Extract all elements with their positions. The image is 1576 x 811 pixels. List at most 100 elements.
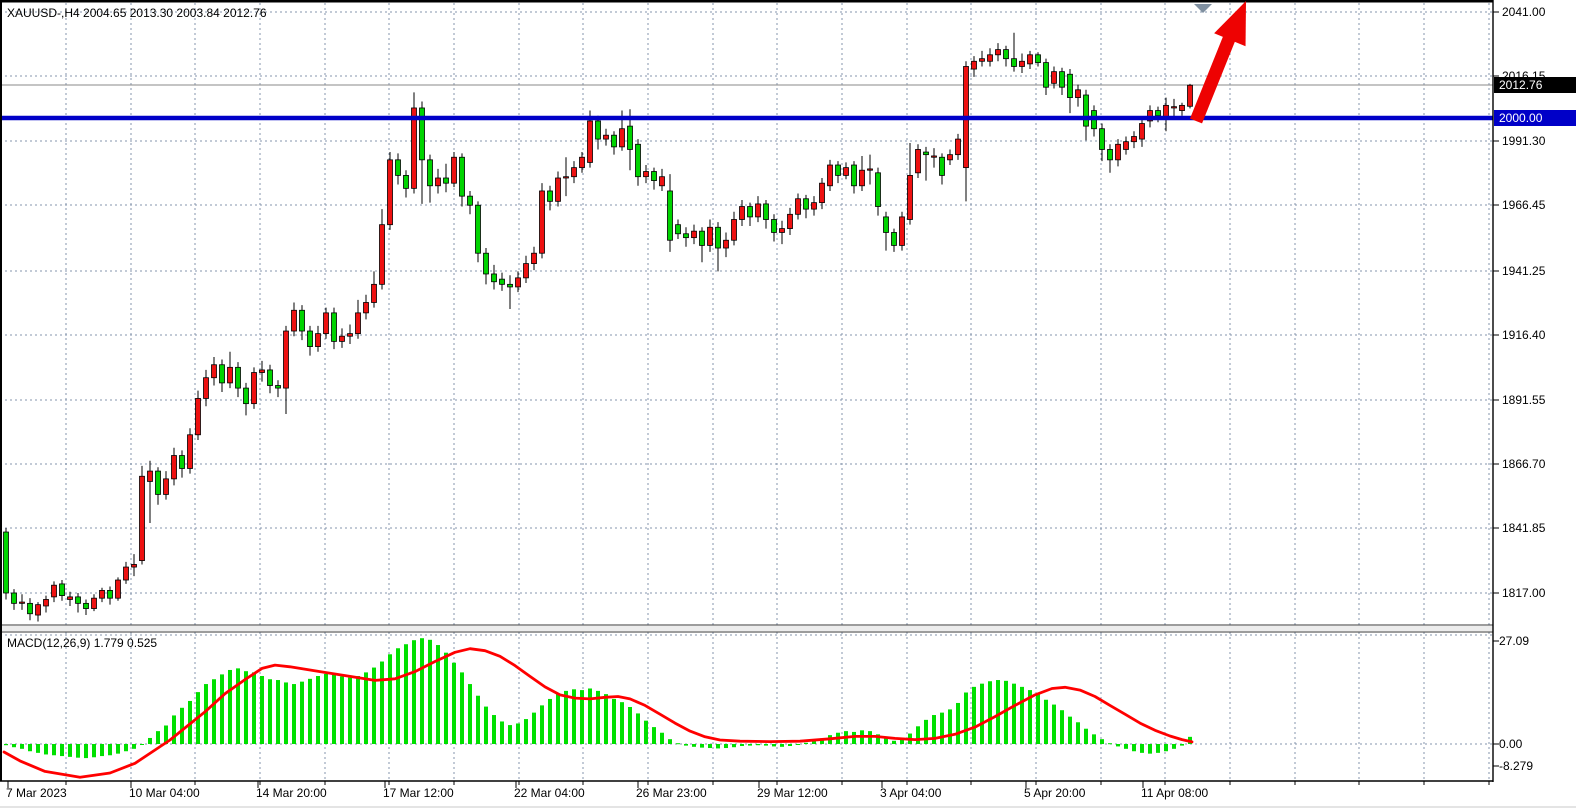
- macd-bar: [468, 684, 472, 744]
- macd-bar: [876, 734, 880, 744]
- macd-bar: [348, 677, 352, 744]
- macd-bar: [1140, 744, 1144, 753]
- candle-up: [51, 584, 57, 598]
- time-axis-label: 22 Mar 04:00: [514, 786, 585, 800]
- time-axis-label: 14 Mar 20:00: [256, 786, 327, 800]
- candle-down: [939, 156, 945, 176]
- macd-bar: [716, 744, 720, 749]
- candle-up: [571, 167, 577, 178]
- macd-bar: [1172, 744, 1176, 749]
- candle-up: [19, 601, 25, 604]
- macd-bar: [1052, 704, 1056, 744]
- candle-down: [59, 583, 65, 596]
- macd-bar: [1116, 744, 1120, 747]
- macd-bar: [148, 737, 152, 744]
- candle-down: [11, 592, 17, 604]
- macd-bar: [1164, 744, 1168, 752]
- candle-up: [163, 478, 169, 495]
- candle-up: [211, 364, 217, 379]
- candle-down: [483, 252, 489, 275]
- candle-up: [195, 398, 201, 436]
- candle-up: [563, 176, 569, 179]
- candle-down: [83, 602, 89, 609]
- price-axis-label: 1817.00: [1502, 586, 1546, 600]
- macd-bar: [820, 738, 824, 744]
- macd-bar: [956, 702, 960, 744]
- candle-up: [787, 213, 793, 229]
- macd-bar: [1028, 690, 1032, 744]
- candle-down: [243, 387, 249, 405]
- candle-up: [587, 120, 593, 163]
- candle-up: [363, 302, 369, 314]
- candle-up: [779, 228, 785, 233]
- candle-up: [115, 579, 121, 599]
- candle-up: [795, 198, 801, 215]
- macd-bar: [100, 744, 104, 757]
- macd-bar: [308, 678, 312, 744]
- candle-up: [451, 156, 457, 184]
- candle-up: [523, 263, 529, 279]
- macd-bar: [508, 725, 512, 744]
- macd-bar: [1084, 728, 1088, 744]
- candle-down: [75, 596, 81, 604]
- macd-bar: [44, 744, 48, 755]
- macd-bar: [516, 723, 520, 744]
- candle-up: [1171, 106, 1177, 109]
- macd-bar: [652, 727, 656, 744]
- trend-arrow[interactable]: [1189, 1, 1246, 124]
- candle-down: [179, 455, 185, 469]
- macd-bar: [900, 739, 904, 744]
- candle-up: [1187, 84, 1193, 107]
- pane-divider[interactable]: [0, 626, 1493, 631]
- candle-up: [619, 128, 625, 148]
- candle-up: [579, 156, 585, 169]
- candle-up: [347, 333, 353, 337]
- macd-bar: [756, 744, 760, 746]
- macd-bar: [84, 744, 88, 759]
- candle-down: [803, 198, 809, 210]
- macd-bar: [708, 744, 712, 749]
- candle-down: [1011, 58, 1017, 67]
- macd-bar: [332, 674, 336, 744]
- candle-down: [635, 143, 641, 178]
- chart-shift-marker-icon[interactable]: [1194, 4, 1212, 13]
- candle-up: [291, 309, 297, 332]
- candle-up: [139, 475, 145, 561]
- macd-bar: [1076, 722, 1080, 744]
- macd-bar: [692, 744, 696, 747]
- macd-bar: [180, 707, 184, 744]
- macd-indicator-label: MACD(12,26,9) 1.779 0.525: [7, 636, 158, 650]
- macd-bar: [116, 744, 120, 754]
- macd-bar: [300, 681, 304, 744]
- candle-up: [99, 589, 105, 599]
- candle-up: [123, 566, 129, 581]
- candle-up: [259, 369, 265, 373]
- candle-up: [43, 599, 49, 607]
- macd-bar: [932, 715, 936, 744]
- candle-up: [971, 60, 977, 70]
- macd-bar: [20, 744, 24, 749]
- candle-up: [931, 155, 937, 158]
- candle-up: [643, 171, 649, 178]
- macd-bar: [92, 744, 96, 758]
- candle-up: [819, 182, 825, 204]
- time-axis-label: 3 Apr 04:00: [880, 786, 942, 800]
- macd-bar: [1004, 680, 1008, 744]
- macd-bar: [108, 744, 112, 756]
- candle-up: [1019, 60, 1025, 67]
- candle-down: [443, 177, 449, 184]
- level-price-badge: 2000.00: [1494, 110, 1576, 126]
- price-axis-label: 1991.30: [1502, 134, 1546, 148]
- macd-bar: [780, 744, 784, 747]
- macd-bar: [1036, 694, 1040, 744]
- candle-up: [371, 283, 377, 303]
- candle-down: [715, 226, 721, 249]
- candle-up: [1075, 89, 1081, 98]
- macd-bar: [748, 744, 752, 746]
- macd-bar: [444, 652, 448, 744]
- candle-up: [411, 107, 417, 189]
- candle-down: [1107, 149, 1113, 161]
- macd-bar: [292, 684, 296, 744]
